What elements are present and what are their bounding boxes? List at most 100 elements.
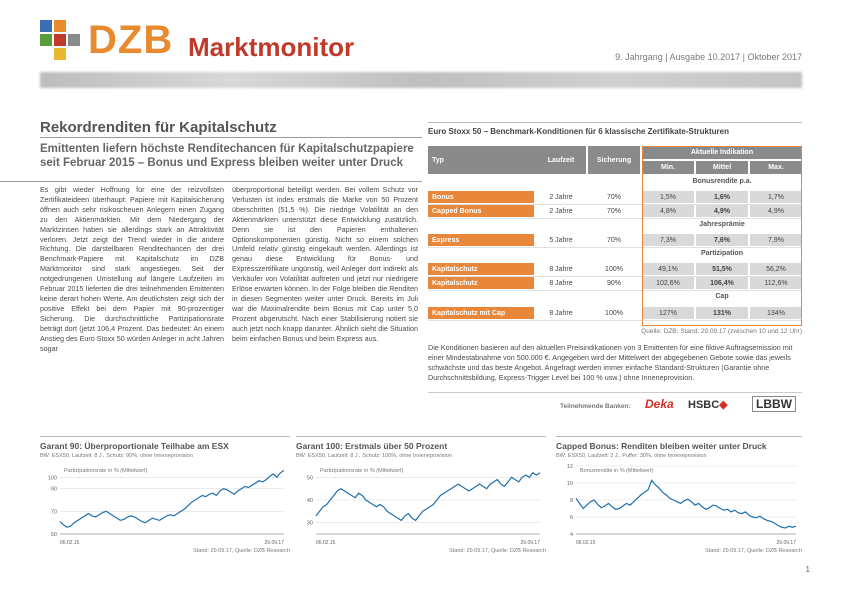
row-divider bbox=[428, 247, 802, 248]
row-divider bbox=[428, 290, 802, 291]
cell-laufzeit: 2 Jahre bbox=[549, 207, 573, 215]
y-tick-label: 4 bbox=[570, 532, 573, 538]
y-tick-label: 40 bbox=[307, 498, 313, 504]
issue-info: 9. Jahrgang | Ausgabe 10.2017 | Oktober … bbox=[615, 52, 802, 62]
article-title: Rekordrenditen für Kapitalschutz bbox=[40, 119, 277, 136]
hsbc-label: HSBC bbox=[688, 399, 720, 411]
subtitle-rule bbox=[0, 181, 422, 182]
row-label: Kapitalschutz bbox=[428, 277, 534, 289]
cell-mittel: 51,5% bbox=[696, 263, 748, 275]
y-tick-label: 12 bbox=[567, 464, 573, 470]
chart-top-rule bbox=[296, 436, 546, 437]
cell-min: 127% bbox=[642, 307, 694, 319]
cell-max: 1,7% bbox=[750, 191, 802, 203]
chart-value-label: Partizipationsrate in % (Mittelwert) bbox=[64, 468, 148, 474]
chart-title: Capped Bonus: Renditen bleiben weiter un… bbox=[556, 441, 767, 451]
cell-sicherung: 70% bbox=[606, 193, 621, 201]
th-laufzeit: Laufzeit bbox=[536, 146, 586, 174]
hsbc-hexagon-icon: ◆ bbox=[719, 399, 728, 411]
line-chart: Bonusrendite in % (Mittelwert) 4 6 8 10 12 06.… bbox=[567, 464, 797, 546]
row-label: Express bbox=[428, 234, 534, 246]
series-line bbox=[575, 479, 797, 529]
y-tick-label: 30 bbox=[307, 521, 313, 527]
bank-logo-deka: Deka bbox=[645, 397, 674, 411]
table-source: Quelle: DZB; Stand: 29.09.17 (zwischen 1… bbox=[641, 328, 802, 335]
y-tick-label: 100 bbox=[48, 475, 57, 481]
x-tick-start: 06.02.15 bbox=[60, 540, 80, 546]
line-chart: Partizipationsrate in % (Mittelwert) 50 70… bbox=[48, 468, 285, 546]
page-number: 1 bbox=[805, 565, 810, 574]
chart-title: Garant 90: Überproportionale Teilhabe am… bbox=[40, 441, 229, 451]
chart-source: Stand: 29.09.17; Quelle: DZB Research bbox=[193, 548, 290, 554]
x-tick-end: 29.09.17 bbox=[265, 540, 285, 546]
cell-laufzeit: 8 Jahre bbox=[549, 265, 573, 273]
bank-logo-lbbw: LBBW bbox=[752, 396, 796, 412]
section-jahres: Jahresprämie bbox=[699, 221, 745, 228]
th-indication-group: Aktuelle Indikation bbox=[642, 146, 802, 159]
cell-max: 134% bbox=[750, 307, 802, 319]
cell-min: 102,6% bbox=[642, 277, 694, 289]
conditions-table: Typ Laufzeit Sicherung Aktuelle Indikation M… bbox=[428, 146, 802, 326]
x-tick-end: 29.09.17 bbox=[521, 540, 541, 546]
chart-value-label: Bonusrendite in % (Mittelwert) bbox=[580, 468, 654, 474]
row-divider bbox=[428, 276, 802, 277]
chart-subtitle: BW: ESX50, Laufzeit: 8 J., Schutz: 100%,… bbox=[296, 453, 452, 459]
cell-sicherung: 70% bbox=[606, 207, 621, 215]
y-tick-label: 90 bbox=[51, 487, 57, 493]
article-subtitle: Emittenten liefern höchste Renditechance… bbox=[40, 143, 414, 169]
cell-max: 56,2% bbox=[750, 263, 802, 275]
dzb-logo-icon bbox=[40, 20, 80, 60]
y-tick-label: 10 bbox=[567, 481, 573, 487]
th-typ: Typ bbox=[428, 146, 538, 174]
row-label: Kapitalschutz mit Cap bbox=[428, 307, 534, 319]
chart-top-rule bbox=[40, 436, 290, 437]
blurred-banner bbox=[40, 72, 802, 88]
cell-mittel: 131% bbox=[696, 307, 748, 319]
x-tick-start: 06.02.15 bbox=[316, 540, 336, 546]
x-tick-end: 29.09.17 bbox=[777, 540, 797, 546]
cell-laufzeit: 5 Jahre bbox=[549, 236, 573, 244]
bank-logo-hsbc: HSBC◆ bbox=[688, 398, 728, 411]
table-top-rule bbox=[428, 122, 802, 123]
th-mittel: Mittel bbox=[696, 161, 748, 174]
cell-sicherung: 90% bbox=[606, 279, 621, 287]
y-tick-label: 8 bbox=[570, 498, 573, 504]
cell-max: 7,9% bbox=[750, 234, 802, 246]
banks-label: Teilnehmende Banken: bbox=[560, 403, 631, 410]
section-cap: Cap bbox=[715, 293, 729, 300]
brand-name: DZB bbox=[88, 18, 174, 62]
cell-min: 7,3% bbox=[642, 234, 694, 246]
y-tick-label: 70 bbox=[51, 509, 57, 515]
chart-value-label: Partizipationsrate in % (Mittelwert) bbox=[320, 468, 404, 474]
cell-mittel: 7,6% bbox=[696, 234, 748, 246]
table-note: Die Konditionen basieren auf den aktuell… bbox=[428, 343, 793, 382]
line-chart: Partizipationsrate in % (Mittelwert) 30 40… bbox=[307, 468, 541, 546]
series-line bbox=[315, 471, 541, 522]
section-bonus: Bonusrendite p.a. bbox=[692, 178, 752, 185]
y-tick-label: 6 bbox=[570, 515, 573, 521]
article-column-1: Es gibt wieder Hoffnung für eine der rei… bbox=[40, 185, 224, 353]
banks-rule bbox=[428, 392, 802, 393]
cell-mittel: 4,9% bbox=[696, 205, 748, 217]
cell-laufzeit: 8 Jahre bbox=[549, 309, 573, 317]
row-label: Capped Bonus bbox=[428, 205, 534, 217]
cell-max: 112,6% bbox=[750, 277, 802, 289]
cell-laufzeit: 8 Jahre bbox=[549, 279, 573, 287]
th-sicherung: Sicherung bbox=[588, 146, 640, 174]
cell-min: 49,1% bbox=[642, 263, 694, 275]
cell-sicherung: 100% bbox=[605, 265, 623, 273]
article-column-2: überproportional beteiligt werden. Bei v… bbox=[232, 185, 418, 343]
cell-mittel: 106,4% bbox=[696, 277, 748, 289]
chart-title: Garant 100: Erstmals über 50 Prozent bbox=[296, 441, 448, 451]
chart-top-rule bbox=[556, 436, 802, 437]
th-max: Max. bbox=[750, 161, 802, 174]
x-tick-start: 06.02.15 bbox=[576, 540, 596, 546]
y-tick-label: 50 bbox=[51, 532, 57, 538]
chart-subtitle: BW: ESX50, Laufzeit: 2 J., Puffer: 30%, … bbox=[556, 453, 707, 459]
series-line bbox=[59, 469, 285, 528]
cell-min: 1,5% bbox=[642, 191, 694, 203]
row-label: Kapitalschutz bbox=[428, 263, 534, 275]
row-divider bbox=[428, 204, 802, 205]
cell-sicherung: 70% bbox=[606, 236, 621, 244]
cell-sicherung: 100% bbox=[605, 309, 623, 317]
